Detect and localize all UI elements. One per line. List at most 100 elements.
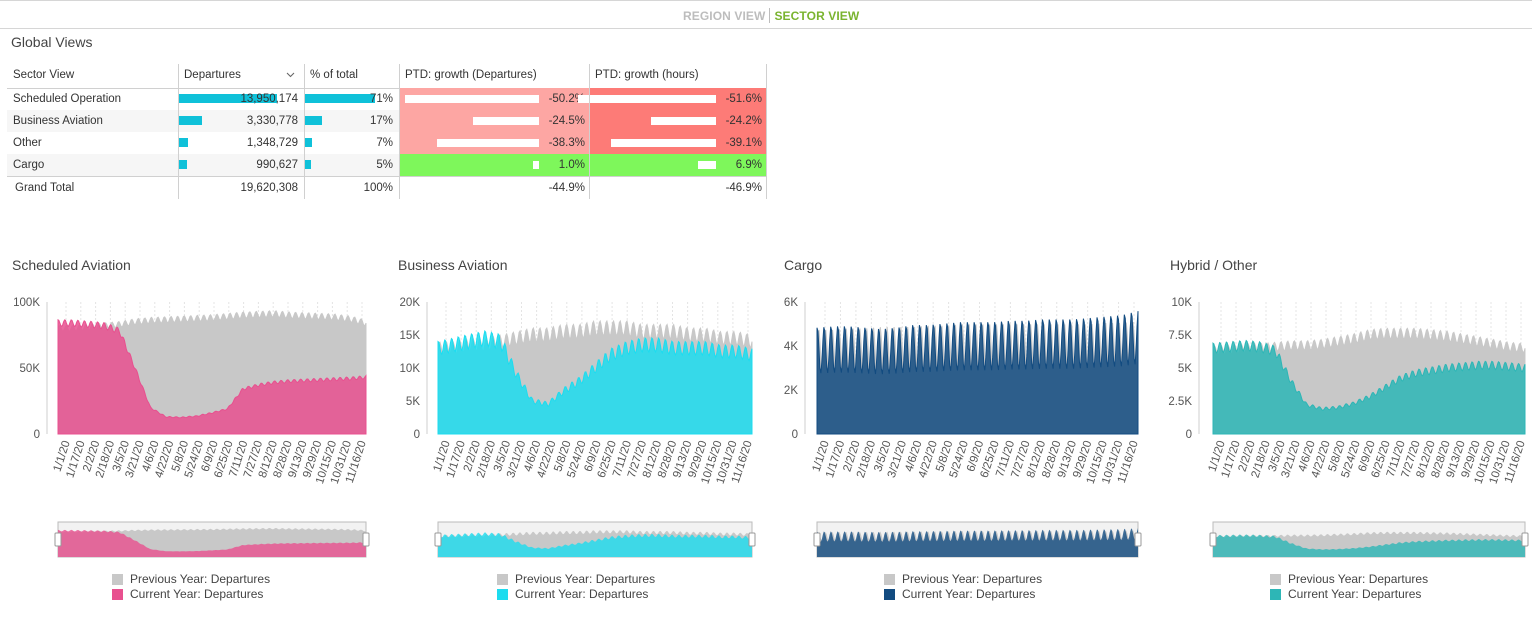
percent-value: 7% [376,137,393,149]
x-tick-label: 5/8/20 [552,439,573,473]
percent-value: 5% [376,159,393,171]
legend-label: Previous Year: Departures [902,572,1043,586]
x-tick-label: 11/16/20 [344,439,369,484]
x-tick-label: 2/18/20 [1250,439,1273,479]
y-tick-label: 0 [414,429,420,441]
x-tick-label: 6/25/20 [979,439,1002,479]
x-tick-label: 6/9/20 [583,439,604,473]
y-tick-label: 5K [1178,363,1192,375]
growth-hours-cell: 6.9% [589,154,766,176]
x-tick-label: 5/8/20 [934,439,955,473]
x-tick-label: 5/24/20 [1340,439,1363,479]
range-navigator[interactable] [816,521,1139,558]
x-tick-label: 8/12/20 [641,439,664,479]
chart-legend: Previous Year: Departures Current Year: D… [884,572,1042,602]
legend-swatch [1270,574,1281,585]
series-area [1212,327,1526,435]
departures-bar [179,160,187,169]
x-tick-label: 1/1/20 [432,439,453,473]
growth-departures-value: 1.0% [558,159,585,171]
table-row: Cargo 990,627 5% 1.0% 6.9% [7,154,767,176]
sector-name[interactable]: Other [13,137,42,149]
y-tick-label: 15K [400,330,421,342]
y-tick-label: 0 [34,429,40,441]
x-tick-label: 5/24/20 [183,439,206,479]
x-tick-label: 2/2/20 [841,439,862,473]
x-tick-label: 8/28/20 [272,439,295,479]
range-handle-left[interactable] [434,532,442,547]
growth-hours-value: -51.6% [725,93,762,105]
x-tick-label: 10/15/20 [314,439,339,485]
range-handle-left[interactable] [813,532,821,547]
x-tick-label: 5/24/20 [948,439,971,479]
x-tick-label: 7/27/20 [626,439,649,479]
x-tick-label: 1/1/20 [52,439,73,473]
growth-departures-bar [437,139,539,147]
navigator-series [1213,531,1525,557]
x-tick-label: 5/24/20 [565,439,588,479]
growth-hours-value: 6.9% [735,159,762,171]
x-tick-label: 3/5/20 [1267,439,1288,473]
sector-name[interactable]: Scheduled Operation [13,93,122,105]
sector-name[interactable]: Business Aviation [13,115,103,127]
range-handle-right[interactable] [1521,532,1529,547]
x-tick-label: 9/29/20 [1460,439,1483,479]
table-header-row: Sector View Departures % of total PTD: grow… [7,64,767,86]
legend-swatch [497,574,508,585]
column-header[interactable]: Departures [184,69,241,81]
range-navigator[interactable] [1212,521,1526,558]
legend-item[interactable]: Previous Year: Departures [112,572,270,587]
column-divider [589,64,590,199]
x-tick-label: 4/6/20 [903,439,924,473]
chevron-down-icon[interactable] [286,69,295,78]
sector-name[interactable]: Cargo [13,159,45,171]
x-tick-label: 4/22/20 [153,439,176,479]
x-tick-label: 5/8/20 [1327,439,1348,473]
x-tick-label: 3/21/20 [505,439,528,479]
view-switcher-bar: REGION VIEW SECTOR VIEW [0,0,1532,29]
range-handle-right[interactable] [1134,532,1142,547]
percent-bar [305,160,311,169]
legend-item[interactable]: Current Year: Departures [1270,587,1428,602]
tab-region-view[interactable]: REGION VIEW [683,9,766,23]
column-divider [304,64,305,199]
x-tick-label: 1/17/20 [445,439,468,479]
range-handle-left[interactable] [54,532,62,547]
range-handle-right[interactable] [748,532,756,547]
series-area [437,319,753,435]
column-header[interactable]: PTD: growth (Departures) [405,69,537,81]
column-header[interactable]: % of total [310,69,358,81]
range-handle-left[interactable] [1209,532,1217,547]
legend-item[interactable]: Previous Year: Departures [884,572,1042,587]
legend-item[interactable]: Current Year: Departures [497,587,655,602]
legend-label: Current Year: Departures [130,587,264,601]
departures-value: 1,348,729 [246,137,298,149]
legend-item[interactable]: Current Year: Departures [112,587,270,602]
x-tick-label: 1/1/20 [811,439,832,473]
legend-item[interactable]: Current Year: Departures [884,587,1042,602]
growth-departures-cell: 1.0% [399,154,589,176]
range-navigator[interactable] [57,521,367,558]
x-tick-label: 6/9/20 [1357,439,1378,473]
chart-title: Cargo [784,257,823,273]
column-header[interactable]: PTD: growth (hours) [595,69,699,81]
range-navigator[interactable] [437,521,753,558]
x-tick-label: 6/25/20 [596,439,619,479]
grand-total-departures: 19,620,308 [240,182,298,194]
x-tick-label: 1/17/20 [1220,439,1243,479]
legend-item[interactable]: Previous Year: Departures [1270,572,1428,587]
y-tick-label: 4K [784,341,798,353]
column-header[interactable]: Sector View [13,69,75,81]
legend-item[interactable]: Previous Year: Departures [497,572,655,587]
y-tick-label: 5K [406,396,420,408]
tab-sector-view[interactable]: SECTOR VIEW [774,9,860,23]
legend-label: Current Year: Departures [902,587,1036,601]
range-handle-right[interactable] [362,532,370,547]
chart-legend: Previous Year: Departures Current Year: D… [112,572,270,602]
legend-swatch [884,574,895,585]
x-tick-label: 2/2/20 [81,439,102,473]
series-area [57,319,367,435]
x-tick-label: 1/17/20 [824,439,847,479]
x-tick-label: 10/31/20 [1100,439,1125,485]
